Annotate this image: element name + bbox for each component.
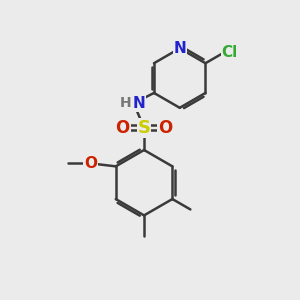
Text: O: O <box>84 156 97 171</box>
Text: S: S <box>138 119 151 137</box>
Text: Cl: Cl <box>221 45 238 60</box>
Text: O: O <box>158 119 172 137</box>
Text: H: H <box>119 96 131 110</box>
Text: N: N <box>173 41 186 56</box>
Text: O: O <box>116 119 130 137</box>
Text: N: N <box>133 96 146 111</box>
